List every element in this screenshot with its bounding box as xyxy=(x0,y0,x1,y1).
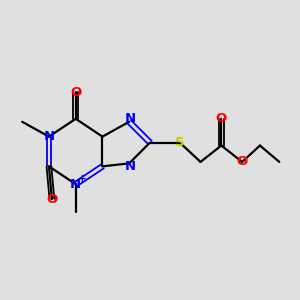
Text: O: O xyxy=(216,112,227,125)
Text: O: O xyxy=(236,155,248,168)
Text: N: N xyxy=(44,130,55,143)
Text: N: N xyxy=(125,112,136,125)
Text: N: N xyxy=(70,178,81,191)
Text: N: N xyxy=(125,160,136,173)
Text: O: O xyxy=(46,193,58,206)
Text: O: O xyxy=(70,85,81,98)
Text: S: S xyxy=(175,136,184,149)
Text: +: + xyxy=(78,174,87,184)
